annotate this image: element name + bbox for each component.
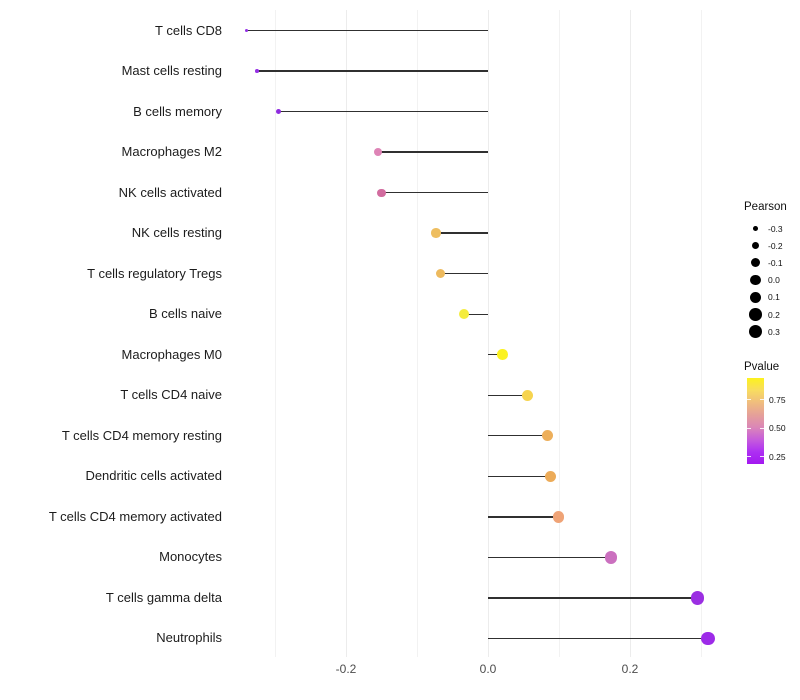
- stem-13: [488, 556, 611, 559]
- y-axis-label: T cells CD8: [155, 22, 222, 38]
- colorbar-tick: [747, 399, 751, 401]
- data-point: [552, 511, 565, 523]
- size-legend-dot: [749, 308, 762, 321]
- data-point: [701, 631, 715, 646]
- size-legend-dot: [749, 291, 762, 304]
- y-axis-label: Neutrophils: [156, 630, 222, 646]
- y-axis-label: Monocytes: [159, 549, 222, 565]
- y-axis-label: T cells CD4 memory activated: [48, 508, 222, 524]
- gridline: [629, 10, 631, 657]
- data-point: [377, 188, 386, 197]
- size-legend-dot: [750, 258, 760, 268]
- y-axis-label: Macrophages M0: [121, 346, 222, 362]
- y-axis-label: T cells regulatory Tregs: [87, 265, 222, 281]
- colorbar-label: 0.75: [769, 394, 786, 405]
- data-point: [604, 551, 617, 564]
- y-axis-label: Mast cells resting: [121, 63, 222, 79]
- x-axis-tick-label: 0.0: [479, 662, 497, 676]
- y-axis-label: B cells naive: [149, 306, 222, 322]
- data-point: [541, 430, 554, 442]
- stem-5: [436, 232, 488, 234]
- colorbar-tick: [760, 399, 764, 401]
- stem-12: [488, 516, 559, 518]
- size-legend-label: -0.1: [768, 257, 783, 268]
- size-legend-label: 0.3: [768, 326, 780, 337]
- stem-10: [488, 435, 548, 437]
- stem-14: [488, 597, 698, 599]
- size-legend-label: -0.3: [768, 223, 783, 234]
- colorbar-tick: [760, 456, 764, 458]
- data-point: [458, 309, 469, 320]
- data-point: [435, 268, 446, 279]
- gridline: [274, 10, 276, 657]
- data-point: [255, 69, 260, 73]
- stem-0: [246, 29, 488, 32]
- data-point: [521, 389, 533, 401]
- stem-15: [488, 637, 709, 640]
- y-axis-label: NK cells resting: [131, 225, 222, 241]
- x-axis-tick-label: -0.2: [335, 662, 357, 676]
- stem-6: [440, 272, 488, 275]
- stem-4: [381, 191, 488, 194]
- pvalue-colorbar: [747, 378, 764, 464]
- x-axis-tick-label: 0.2: [621, 662, 639, 676]
- gridline: [345, 10, 347, 657]
- y-axis-label: T cells gamma delta: [105, 589, 222, 605]
- colorbar-label: 0.50: [769, 423, 786, 434]
- data-point: [544, 470, 557, 483]
- stem-2: [278, 110, 488, 113]
- y-axis-label: NK cells activated: [118, 184, 222, 200]
- stem-1: [257, 70, 488, 72]
- data-point: [245, 28, 249, 32]
- y-axis-label: Dendritic cells activated: [85, 468, 222, 484]
- stem-7: [463, 313, 488, 315]
- size-legend-label: 0.0: [768, 275, 780, 286]
- size-legend-dot: [753, 226, 758, 231]
- y-axis-label: T cells CD4 memory resting: [61, 427, 222, 443]
- data-point: [373, 148, 382, 157]
- data-point: [690, 591, 705, 605]
- gridline: [487, 10, 489, 657]
- y-axis-label: B cells memory: [133, 103, 222, 119]
- size-legend-title: Pearson: [744, 201, 787, 213]
- size-legend-label: -0.2: [768, 240, 783, 251]
- y-axis-label: Macrophages M2: [121, 144, 222, 160]
- stem-11: [488, 475, 551, 478]
- stem-3: [377, 151, 488, 153]
- size-legend-dot: [750, 274, 761, 286]
- gridline: [700, 10, 702, 657]
- data-point: [431, 228, 441, 238]
- data-point: [276, 109, 282, 115]
- stem-9: [488, 394, 528, 396]
- gridline: [558, 10, 560, 657]
- size-legend-label: 0.2: [768, 309, 780, 320]
- data-point: [496, 349, 508, 361]
- color-legend-title: Pvalue: [744, 361, 780, 373]
- gridline: [416, 10, 418, 657]
- y-axis-label: T cells CD4 naive: [120, 387, 222, 403]
- size-legend-dot: [751, 242, 760, 250]
- colorbar-tick: [747, 456, 751, 458]
- size-legend-label: 0.1: [768, 292, 780, 303]
- colorbar-label: 0.25: [769, 451, 786, 462]
- colorbar-tick: [760, 427, 764, 429]
- colorbar-tick: [747, 427, 751, 429]
- stem-8: [488, 354, 503, 356]
- size-legend-dot: [748, 324, 763, 339]
